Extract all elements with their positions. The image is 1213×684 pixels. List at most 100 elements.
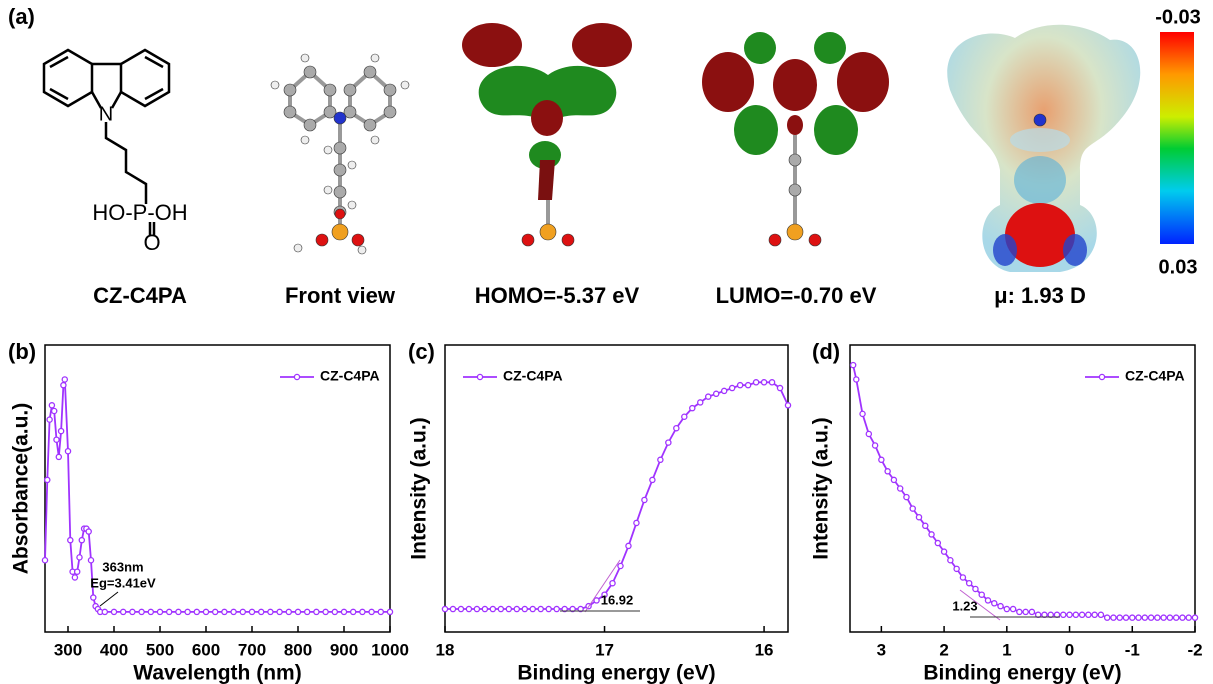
y-axis-label: Intensity (a.u.) xyxy=(408,417,431,559)
data-point xyxy=(554,606,559,611)
data-point xyxy=(314,609,319,614)
annotation-arrow xyxy=(100,592,118,606)
data-point xyxy=(176,609,181,614)
data-point xyxy=(351,609,356,614)
data-point xyxy=(929,532,934,537)
data-point xyxy=(1029,609,1034,614)
data-point xyxy=(1105,615,1110,620)
x-tick-label: 300 xyxy=(54,640,82,659)
data-point xyxy=(626,543,631,548)
legend-marker xyxy=(477,374,482,379)
data-point xyxy=(213,609,218,614)
data-point xyxy=(941,549,946,554)
data-point xyxy=(222,609,227,614)
data-point xyxy=(960,575,965,580)
data-point xyxy=(898,486,903,491)
data-point xyxy=(738,383,743,388)
data-point xyxy=(62,377,67,382)
caption: HOMO=-5.37 eV xyxy=(475,283,640,308)
data-point xyxy=(954,566,959,571)
data-point xyxy=(916,515,921,520)
lumo-orbital xyxy=(702,32,889,246)
data-point xyxy=(979,592,984,597)
data-point xyxy=(1073,612,1078,617)
data-point xyxy=(642,497,647,502)
data-point xyxy=(378,609,383,614)
data-point xyxy=(1086,612,1091,617)
data-point xyxy=(866,431,871,436)
data-point xyxy=(1130,615,1135,620)
data-point xyxy=(923,523,928,528)
y-axis-label: Intensity (a.u.) xyxy=(810,417,833,559)
data-point xyxy=(872,443,877,448)
data-point xyxy=(935,540,940,545)
data-point xyxy=(851,362,856,367)
data-point xyxy=(157,609,162,614)
page: (a) N HO-P-OH O xyxy=(0,0,1213,684)
data-point xyxy=(59,429,64,434)
data-point xyxy=(286,609,291,614)
plot-frame xyxy=(445,345,788,632)
data-point xyxy=(77,555,82,560)
data-point xyxy=(1092,612,1097,617)
x-tick-label: 18 xyxy=(436,640,455,659)
data-point xyxy=(682,414,687,419)
data-point xyxy=(730,385,735,390)
data-point xyxy=(72,575,77,580)
data-point xyxy=(992,601,997,606)
data-point xyxy=(148,609,153,614)
data-point xyxy=(185,609,190,614)
data-point xyxy=(746,383,751,388)
panel-label: (a) xyxy=(8,4,35,29)
data-line xyxy=(853,365,1195,617)
data-point xyxy=(1161,615,1166,620)
data-point xyxy=(259,609,264,614)
data-point xyxy=(885,469,890,474)
legend-label: CZ-C4PA xyxy=(320,368,380,384)
data-point xyxy=(387,609,392,614)
x-axis-label: Wavelength (nm) xyxy=(133,662,301,684)
data-point xyxy=(854,377,859,382)
data-point xyxy=(967,581,972,586)
data-point xyxy=(860,411,865,416)
data-point xyxy=(442,606,447,611)
data-point xyxy=(1079,612,1084,617)
data-point xyxy=(610,581,615,586)
data-point xyxy=(240,609,245,614)
x-tick-label: 1 xyxy=(1002,640,1011,659)
atom-label: O xyxy=(143,230,160,255)
data-point xyxy=(121,609,126,614)
caption: CZ-C4PA xyxy=(93,283,187,308)
data-point xyxy=(1061,612,1066,617)
colorbar-label: 0.03 xyxy=(1159,256,1198,278)
x-tick-label: 700 xyxy=(238,640,266,659)
data-point xyxy=(1155,615,1160,620)
x-tick-label: 17 xyxy=(595,640,614,659)
data-point xyxy=(904,495,909,500)
colorbar xyxy=(1160,32,1194,244)
annotation: Eg=3.41eV xyxy=(90,575,156,590)
data-point xyxy=(1017,609,1022,614)
legend-label: CZ-C4PA xyxy=(503,368,563,384)
atom-label: N xyxy=(99,103,113,125)
panel-label: (b) xyxy=(8,339,36,364)
data-point xyxy=(1136,615,1141,620)
data-point xyxy=(1067,612,1072,617)
data-point xyxy=(249,609,254,614)
data-point xyxy=(56,454,61,459)
data-point xyxy=(277,609,282,614)
x-tick-label: 800 xyxy=(284,640,312,659)
x-tick-label: 0 xyxy=(1065,640,1074,659)
data-point xyxy=(785,403,790,408)
data-point xyxy=(753,380,758,385)
x-tick-label: 1000 xyxy=(371,640,409,659)
data-point xyxy=(522,606,527,611)
data-point xyxy=(1004,606,1009,611)
data-point xyxy=(54,437,59,442)
data-point xyxy=(139,609,144,614)
data-point xyxy=(546,606,551,611)
annotation: 16.92 xyxy=(601,592,634,607)
data-point xyxy=(1098,612,1103,617)
data-point xyxy=(714,391,719,396)
data-point xyxy=(474,606,479,611)
